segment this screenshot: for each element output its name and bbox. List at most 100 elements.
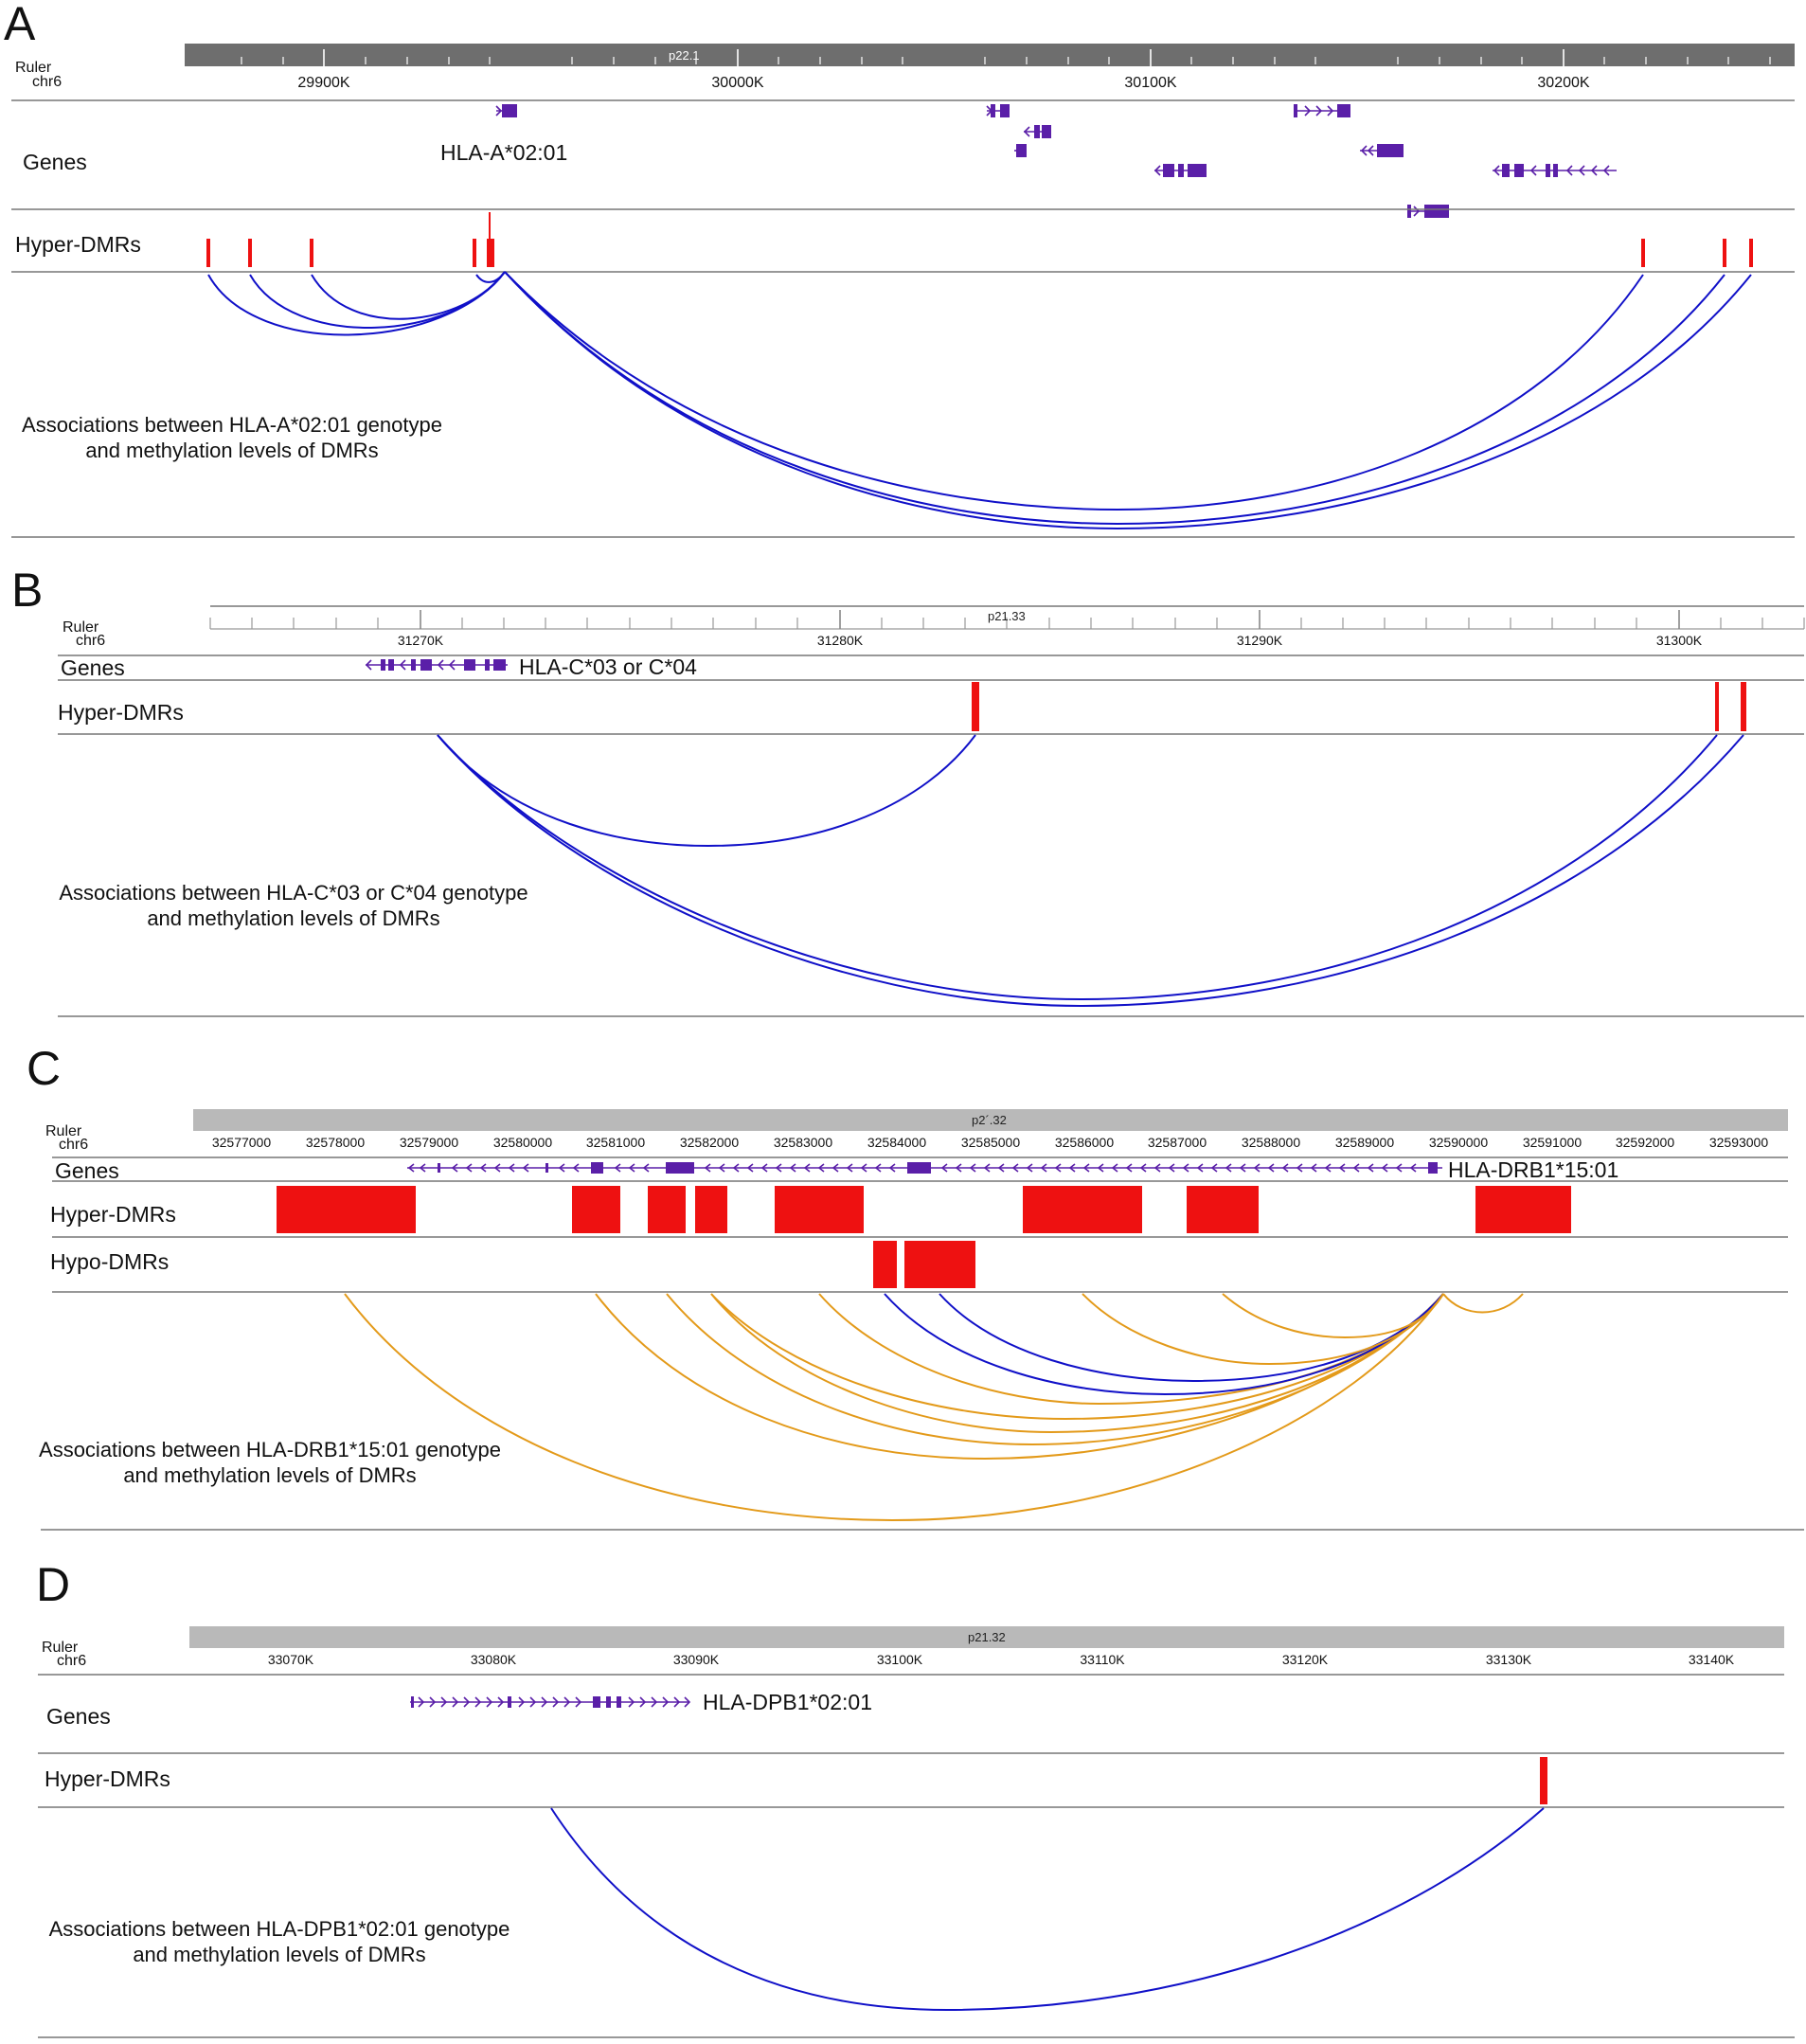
ruler-tick-labels: 33070K 33080K 33090K 33100K 33110K 33120…	[268, 1652, 1735, 1667]
dmr-block	[310, 239, 313, 267]
association-caption-line1: Associations between HLA-C*03 or C*04 ge…	[59, 881, 527, 905]
association-arc	[1082, 1293, 1444, 1366]
genes-track-label: Genes	[46, 1704, 111, 1729]
association-arcs	[344, 1293, 1524, 1522]
association-arc	[1222, 1293, 1444, 1339]
tick-label: 29900K	[297, 75, 349, 91]
association-arc	[437, 734, 1718, 1001]
gene-name-label: HLA-A*02:01	[440, 140, 567, 165]
hyper-dmr-track-label: Hyper-DMRs	[15, 232, 141, 257]
association-arc	[1442, 1293, 1524, 1314]
dmr-block	[489, 212, 491, 239]
dmr-block	[904, 1241, 975, 1288]
hyper-dmrs	[277, 1186, 1571, 1233]
association-arc	[710, 1293, 1444, 1421]
association-caption-line2: and methylation levels of DMRs	[85, 439, 378, 462]
gene-name-label: HLA-DPB1*02:01	[703, 1690, 872, 1714]
tick-label: 33110K	[1080, 1652, 1125, 1667]
gene-model	[1360, 144, 1404, 157]
chr-label: chr6	[32, 74, 62, 90]
tick-label: 30200K	[1537, 75, 1589, 91]
tick-label: 32581000	[586, 1135, 646, 1150]
dmr-block	[248, 239, 252, 267]
gene-models	[495, 104, 1617, 218]
ruler-label: Ruler	[42, 1640, 79, 1656]
gene-model	[1294, 104, 1350, 117]
gene-hla-dpb1	[410, 1696, 691, 1708]
tick-label: 33140K	[1689, 1652, 1735, 1667]
panel-letter-c: C	[27, 1042, 61, 1095]
association-arc	[437, 734, 976, 848]
dmr-block	[1715, 682, 1719, 731]
chr-label: chr6	[76, 633, 105, 649]
genes-track-label: Genes	[23, 150, 87, 174]
hyper-dmr-track-label: Hyper-DMRs	[58, 700, 184, 725]
gene-hla-c	[365, 659, 508, 671]
panel-b: B Ruler chr6 p21.33 31270K 31280K 31290K…	[11, 564, 1805, 1017]
dmr-block	[1741, 682, 1746, 731]
dmr-block	[277, 1186, 416, 1233]
tick-label: 32582000	[680, 1135, 740, 1150]
hyper-dmrs	[972, 682, 1746, 731]
ruler-minor-ticks	[209, 618, 1805, 629]
gene-chevrons	[407, 1163, 1417, 1173]
gene-model	[1407, 205, 1449, 218]
tick-label: 33080K	[471, 1652, 517, 1667]
hyper-dmrs	[206, 212, 1753, 267]
association-arc	[550, 1807, 1545, 2012]
dmr-block	[473, 239, 476, 267]
tick-label: 32584000	[867, 1135, 927, 1150]
gene-name-label: HLA-DRB1*15:01	[1448, 1157, 1618, 1182]
ruler-major-ticks	[323, 49, 1565, 66]
association-caption-line1: Associations between HLA-DPB1*02:01 geno…	[49, 1917, 510, 1941]
association-arc	[504, 271, 1644, 511]
genes-track-label: Genes	[55, 1158, 119, 1183]
panel-c: C Ruler chr6 p2´.32 32577000 32578000 32…	[27, 1042, 1804, 1531]
ruler-bar	[189, 1626, 1784, 1648]
association-arc	[311, 271, 506, 320]
dmr-block	[487, 239, 494, 267]
cytoband-label: p2´.32	[972, 1113, 1007, 1127]
association-arcs	[207, 271, 1752, 530]
association-caption-line2: and methylation levels of DMRs	[133, 1943, 425, 1966]
association-caption-line1: Associations between HLA-DRB1*15:01 geno…	[39, 1438, 501, 1461]
dmr-block	[648, 1186, 686, 1233]
tick-label: 32591000	[1523, 1135, 1582, 1150]
cytoband-label: p21.33	[988, 609, 1026, 623]
tick-label: 31280K	[817, 633, 864, 648]
association-arc	[437, 734, 1744, 1008]
association-arc	[504, 271, 1726, 526]
panel-d: D Ruler chr6 p21.32 33070K 33080K 33090K…	[36, 1558, 1795, 2038]
tick-label: 31270K	[398, 633, 444, 648]
ruler-label: Ruler	[63, 619, 99, 636]
association-caption-line2: and methylation levels of DMRs	[123, 1463, 416, 1487]
dmr-block	[1641, 239, 1645, 267]
tick-label: 32587000	[1148, 1135, 1207, 1150]
hyper-dmr-track-label: Hyper-DMRs	[45, 1766, 170, 1791]
gene-name-label: HLA-C*03 or C*04	[519, 654, 697, 679]
gene-model	[1023, 125, 1051, 138]
dmr-block	[1723, 239, 1726, 267]
cytoband-label: p21.32	[968, 1630, 1006, 1644]
association-arc	[884, 1293, 1444, 1396]
ruler-bar	[193, 1109, 1788, 1131]
dmr-block	[695, 1186, 727, 1233]
association-arc	[207, 271, 506, 336]
tick-label: 32580000	[493, 1135, 553, 1150]
dmr-block	[206, 239, 210, 267]
tick-label: 31290K	[1237, 633, 1283, 648]
association-arc	[710, 1293, 1444, 1434]
hyper-dmr-track-label: Hyper-DMRs	[50, 1202, 176, 1227]
association-arc	[666, 1293, 1444, 1446]
tick-label: 32579000	[400, 1135, 459, 1150]
association-caption-line2: and methylation levels of DMRs	[147, 906, 439, 930]
tick-label: 32577000	[212, 1135, 272, 1150]
dmr-block	[873, 1241, 897, 1288]
dmr-block	[1475, 1186, 1571, 1233]
panel-a: A Ruler chr6 p22.1 29900K 30000K 30100K …	[4, 0, 1795, 538]
chr-label: chr6	[59, 1137, 88, 1153]
tick-label: 30100K	[1124, 75, 1176, 91]
chr-label: chr6	[57, 1653, 86, 1669]
association-arc	[344, 1293, 1444, 1522]
tick-label: 33070K	[268, 1652, 314, 1667]
